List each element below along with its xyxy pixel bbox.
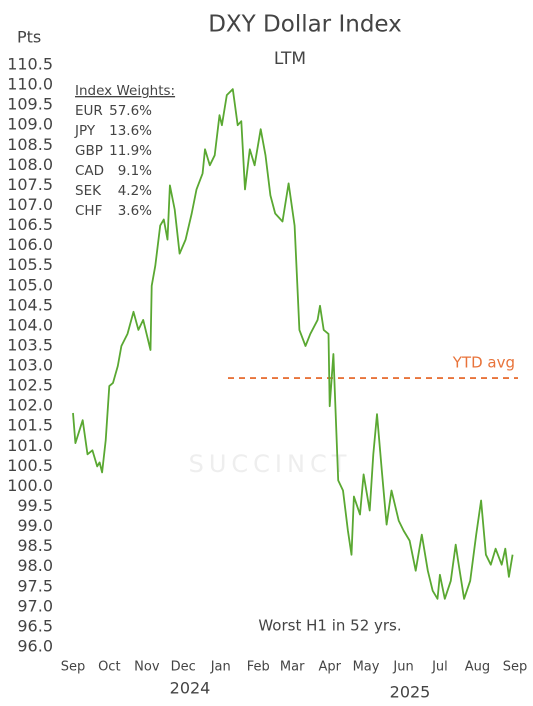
y-tick-label: 101.5 [7,416,53,435]
x-tick-label: Aug [465,660,490,675]
watermark: SUCCINCT [189,450,352,478]
y-tick-label: 104.5 [7,295,53,314]
x-tick-label: Apr [318,660,341,675]
weight-currency: GBP [75,143,103,159]
x-tick-label: Dec [171,660,196,675]
index-line [72,88,514,600]
y-tick-label: 106.5 [7,215,53,234]
weight-value: 13.6% [109,123,152,139]
y-tick-label: 108.0 [7,155,53,174]
y-tick-label: 105.0 [7,275,53,294]
x-tick-label: Sep [503,660,528,675]
weight-value: 4.2% [118,183,152,199]
weight-value: 57.6% [109,103,152,119]
y-tick-label: 96.5 [17,616,53,635]
ytd-avg-label: YTD avg [452,354,515,372]
y-tick-label: 104.0 [7,315,53,334]
year-label: 2024 [170,679,211,698]
y-tick-label: 102.0 [7,396,53,415]
y-tick-label: 98.0 [17,556,53,575]
y-tick-label: 110.5 [7,55,53,74]
weight-currency: JPY [74,123,96,139]
y-tick-label: 110.0 [7,75,53,94]
chart-subtitle: LTM [274,49,306,69]
weight-currency: EUR [75,103,103,119]
y-tick-label: 105.5 [7,255,53,274]
y-tick-label: 106.0 [7,235,53,254]
weight-value: 9.1% [118,163,152,179]
x-tick-label: Oct [98,660,120,675]
weights-title: Index Weights: [75,83,175,99]
chart-title: DXY Dollar Index [208,12,402,38]
y-tick-label: 96.0 [17,637,53,656]
weight-currency: CHF [75,203,102,219]
y-tick-label: 102.5 [7,376,53,395]
x-tick-label: Jun [392,660,413,675]
y-tick-label: 108.5 [7,135,53,154]
y-tick-label: 107.0 [7,195,53,214]
x-tick-label: Sep [61,660,86,675]
x-tick-label: Mar [280,660,305,675]
x-tick-label: Jan [210,660,231,675]
y-tick-label: 99.0 [17,516,53,535]
y-tick-label: 100.5 [7,456,53,475]
y-tick-label: 98.5 [17,536,53,555]
x-tick-label: Feb [247,660,270,675]
x-tick-label: Nov [134,660,160,675]
y-tick-label: 97.0 [17,596,53,615]
x-tick-label: May [353,660,380,675]
y-tick-label: 100.0 [7,476,53,495]
y-tick-label: 103.0 [7,356,53,375]
y-tick-label: 99.5 [17,496,53,515]
x-tick-label: Jul [431,660,448,675]
annotation: Worst H1 in 52 yrs. [258,617,401,635]
y-tick-label: 109.0 [7,115,53,134]
weight-currency: CAD [75,163,104,179]
weight-value: 3.6% [118,203,152,219]
y-tick-label: 101.0 [7,436,53,455]
y-tick-label: 107.5 [7,175,53,194]
year-label: 2025 [390,683,431,702]
weight-currency: SEK [75,183,102,199]
y-tick-label: 103.5 [7,335,53,354]
weight-value: 11.9% [109,143,152,159]
y-axis-label: Pts [17,28,41,47]
y-tick-label: 97.5 [17,576,53,595]
y-tick-label: 109.5 [7,95,53,114]
